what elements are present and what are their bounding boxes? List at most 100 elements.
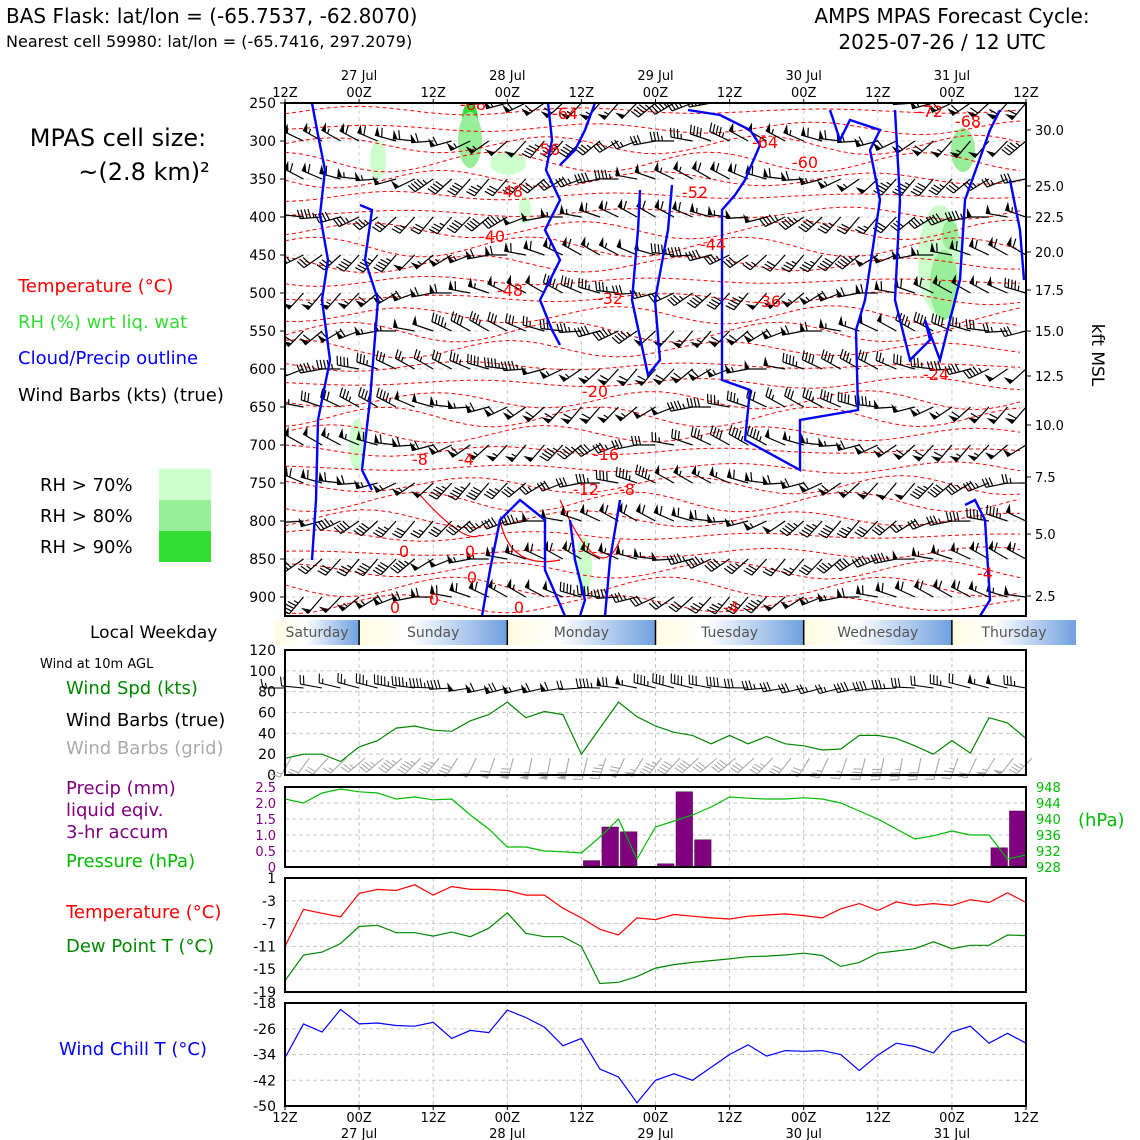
rh-shading-area — [458, 112, 482, 168]
wind-barb — [354, 479, 378, 490]
wind-barb — [836, 216, 860, 235]
temperature-line — [285, 884, 1026, 947]
wind-barb — [876, 312, 897, 332]
wind-barb — [818, 318, 841, 332]
wind-barb — [667, 292, 693, 307]
pressure-tick-label: 750 — [249, 476, 276, 492]
wind-barb — [835, 440, 860, 452]
wind-barb — [372, 520, 397, 538]
wind-barb — [742, 254, 768, 271]
wind-barb — [651, 551, 675, 561]
wind-barb — [950, 541, 971, 560]
wind-barb — [485, 245, 508, 256]
wind-barb — [504, 140, 527, 158]
wind-barb — [1002, 444, 1026, 458]
height-tick-label: 22.5 — [1035, 211, 1064, 226]
y-tick-label: -50 — [253, 1099, 276, 1115]
height-tick-label: 30.0 — [1035, 124, 1064, 139]
wind-barb — [500, 360, 526, 372]
wind-barb — [466, 444, 490, 461]
y-tick-label: 2.5 — [255, 781, 276, 796]
wind-barb-true — [391, 675, 415, 689]
wind-barb — [409, 286, 434, 298]
weekday-band: Local Weekday Saturday Sunday Monday Tuesda… — [90, 620, 1076, 645]
wind-barb — [372, 482, 397, 493]
wind-barb — [1001, 140, 1026, 156]
pressure-tick-label: 450 — [249, 248, 276, 264]
wind-barb — [376, 387, 397, 408]
wind-barb — [798, 481, 823, 493]
bottom-hour-label: 12Z — [272, 1111, 298, 1126]
cloud-outline-segment — [687, 108, 882, 473]
temperature-label: -48 — [497, 182, 523, 201]
wind-barb — [988, 540, 1008, 560]
temperature-panel: 1 -3 -7 -11 -15 -19 — [253, 871, 1027, 1001]
wind-barb — [556, 323, 582, 334]
temperature-contour — [285, 576, 1021, 598]
top-hour-label: 00Z — [495, 86, 521, 101]
wind-barb — [928, 406, 953, 420]
wind-barb — [501, 482, 527, 498]
wind-barb — [523, 444, 545, 463]
temperature-contour — [285, 206, 1021, 221]
wind-barb-grid — [889, 757, 903, 781]
wind-barb — [372, 216, 397, 233]
top-hour-label: 12Z — [865, 86, 891, 101]
y-tick-label: -34 — [253, 1048, 276, 1064]
wind-barb — [911, 246, 934, 256]
wind-barb — [561, 236, 582, 256]
temperature-contour — [285, 594, 1021, 614]
temperature-label: -4 — [977, 564, 993, 583]
top-date-label: 29 Jul — [637, 69, 673, 84]
wind-barb-grid — [749, 757, 774, 775]
pressure-tick-label: 948 — [1036, 781, 1061, 796]
wind-barb — [709, 160, 730, 180]
wind-barb — [466, 178, 490, 197]
wind-barb — [354, 558, 379, 577]
wind-barb — [669, 127, 693, 142]
wind-barb — [614, 406, 638, 422]
wind-barb — [524, 274, 545, 294]
bottom-hour-label: 12Z — [865, 1111, 891, 1126]
y-tick-label: -19 — [253, 985, 276, 1001]
wind-barb — [654, 464, 675, 484]
wind-barbs-grid-label: Wind Barbs (grid) — [66, 738, 224, 759]
wind-barb — [487, 275, 508, 294]
temperature-label: -4 — [723, 598, 739, 617]
rh-legend-label: RH > 80% — [40, 506, 133, 527]
wind-barb-grid — [656, 757, 681, 775]
wind-barb — [985, 140, 1008, 158]
wind-barb — [333, 520, 360, 535]
wind-barb-true — [337, 673, 360, 689]
wind-barb — [948, 406, 971, 423]
station-title: BAS Flask: lat/lon = (-65.7537, -62.8070… — [6, 4, 417, 28]
temperature-contour-labels: -68 -64-56-48-40-48-52-64-60-44-32 -36-72-… — [390, 102, 993, 617]
wind-barb — [966, 103, 990, 119]
wind-barb — [580, 540, 601, 560]
top-hour-label: 00Z — [791, 86, 817, 101]
wind-barb — [833, 558, 860, 572]
weekday-cell — [655, 620, 804, 645]
wind-barb — [409, 440, 434, 452]
wind-barb — [1004, 406, 1026, 425]
wind-barb — [746, 425, 767, 446]
wind-barb — [429, 283, 452, 294]
height-axis-label: kft MSL — [1087, 324, 1107, 387]
height-tick-label: 2.5 — [1035, 590, 1056, 605]
cloud-outline-segment — [603, 499, 622, 616]
wind-barb — [506, 274, 527, 294]
wind-barb — [783, 124, 804, 142]
wind-barb — [834, 254, 860, 270]
wind-barb — [413, 103, 415, 104]
pressure-tick-label: 936 — [1036, 829, 1061, 844]
temperature-label: -72 — [917, 102, 943, 121]
wind-barb — [394, 103, 397, 104]
wind-barb — [892, 550, 915, 560]
wind-barb — [981, 477, 1008, 488]
top-time-axis: 12Z 00Z 12Z 00Z 12Z 00Z 12Z 00Z 12Z 00Z 12Z 27 Jul 2… — [272, 69, 1039, 103]
wind-barb — [689, 330, 712, 349]
wind-barb — [856, 482, 879, 500]
wind-barb — [671, 428, 693, 446]
temperature-contour — [285, 461, 1021, 474]
